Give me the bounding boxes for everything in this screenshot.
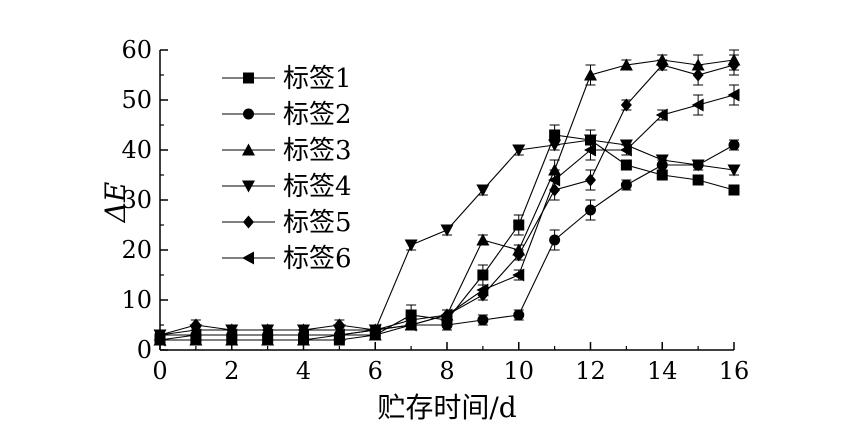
data-point [512,144,526,157]
legend-entry-3: 标签3 [222,136,352,166]
data-point [655,154,669,167]
data-point [512,268,525,282]
data-point [477,269,489,281]
data-point [548,173,561,187]
data-point [584,68,597,81]
y-axis-title: ΔE [99,182,132,224]
data-point [153,333,166,347]
data-point [513,248,525,262]
data-point [548,139,562,152]
data-point [190,318,202,332]
data-point [691,159,705,172]
legend-marker [242,251,254,265]
x-axis-title: 贮存时间/d [377,391,516,424]
x-tick-label: 2 [224,357,239,385]
data-point [440,224,454,237]
data-point [404,318,417,332]
x-tick-label: 4 [296,357,311,385]
x-tick-label: 12 [575,357,606,385]
data-point [656,58,668,72]
data-point [691,98,704,112]
data-point [727,88,740,102]
series-line [160,144,735,336]
data-point [261,328,274,342]
y-tick-label: 20 [121,236,152,264]
data-point [656,169,668,181]
y-tick-label: 60 [121,36,152,64]
data-point [620,159,632,171]
legend-label: 标签1 [283,64,352,94]
data-point [620,179,632,191]
data-point [333,318,345,332]
y-tick-label: 30 [121,186,152,214]
data-point [728,184,740,196]
data-point [549,129,561,141]
data-point [692,174,704,186]
data-point [692,68,704,82]
legend-marker [243,72,254,84]
data-point [441,319,453,331]
data-point [585,173,596,187]
data-point [728,139,740,151]
data-point [477,314,489,326]
series-layer [153,49,741,347]
data-point [619,58,633,71]
data-point [225,328,238,342]
legend-label: 标签5 [283,208,352,238]
data-point [368,323,381,337]
data-point [189,328,202,342]
legend-marker [243,215,254,229]
data-point [404,239,418,252]
series-6 [153,84,740,347]
legend-entry-2: 标签2 [222,100,352,130]
data-point [440,308,453,322]
series-line [159,139,735,336]
legend-entry-5: 标签5 [222,208,352,238]
legend-label: 标签3 [283,136,352,166]
data-point [332,328,345,342]
legend: 标签1 标签2 标签3 标签4 标签5 标签6 [222,64,352,274]
data-point [513,309,525,321]
data-point [476,283,489,297]
series-line [159,64,735,336]
series-line [159,94,735,341]
legend-label: 标签6 [283,244,352,274]
legend-label: 标签2 [283,100,352,130]
data-point [728,58,740,72]
series-3 [153,49,741,346]
y-tick-label: 40 [121,136,152,164]
axes: 0 2 4 6 8 10 12 14 16 0 10 20 30 40 50 60 [121,36,749,385]
data-point [513,219,525,231]
data-point [620,98,632,112]
legend-marker [242,180,255,193]
legend-marker [242,143,255,156]
data-point [297,328,309,342]
y-tick-label: 0 [137,336,152,364]
data-point [584,143,596,157]
x-tick-label: 10 [503,357,534,385]
x-tick-label: 8 [439,357,454,385]
data-point [549,234,561,246]
y-tick-label: 50 [121,86,152,114]
y-tick-label: 10 [121,286,152,314]
legend-label: 标签4 [283,172,352,202]
x-tick-label: 14 [647,357,678,385]
x-tick-label: 0 [152,357,167,385]
legend-entry-1: 标签1 [222,64,352,94]
data-point [727,164,741,177]
data-point [655,108,668,122]
series-line [160,59,735,341]
data-point [585,204,596,216]
data-point [476,233,490,246]
legend-marker [243,108,254,120]
series-5 [154,54,740,342]
data-point [476,184,490,197]
x-tick-label: 16 [719,357,750,385]
x-tick-label: 6 [368,357,383,385]
legend-entry-6: 标签6 [222,244,352,274]
legend-entry-4: 标签4 [222,172,352,202]
data-point [619,143,632,157]
